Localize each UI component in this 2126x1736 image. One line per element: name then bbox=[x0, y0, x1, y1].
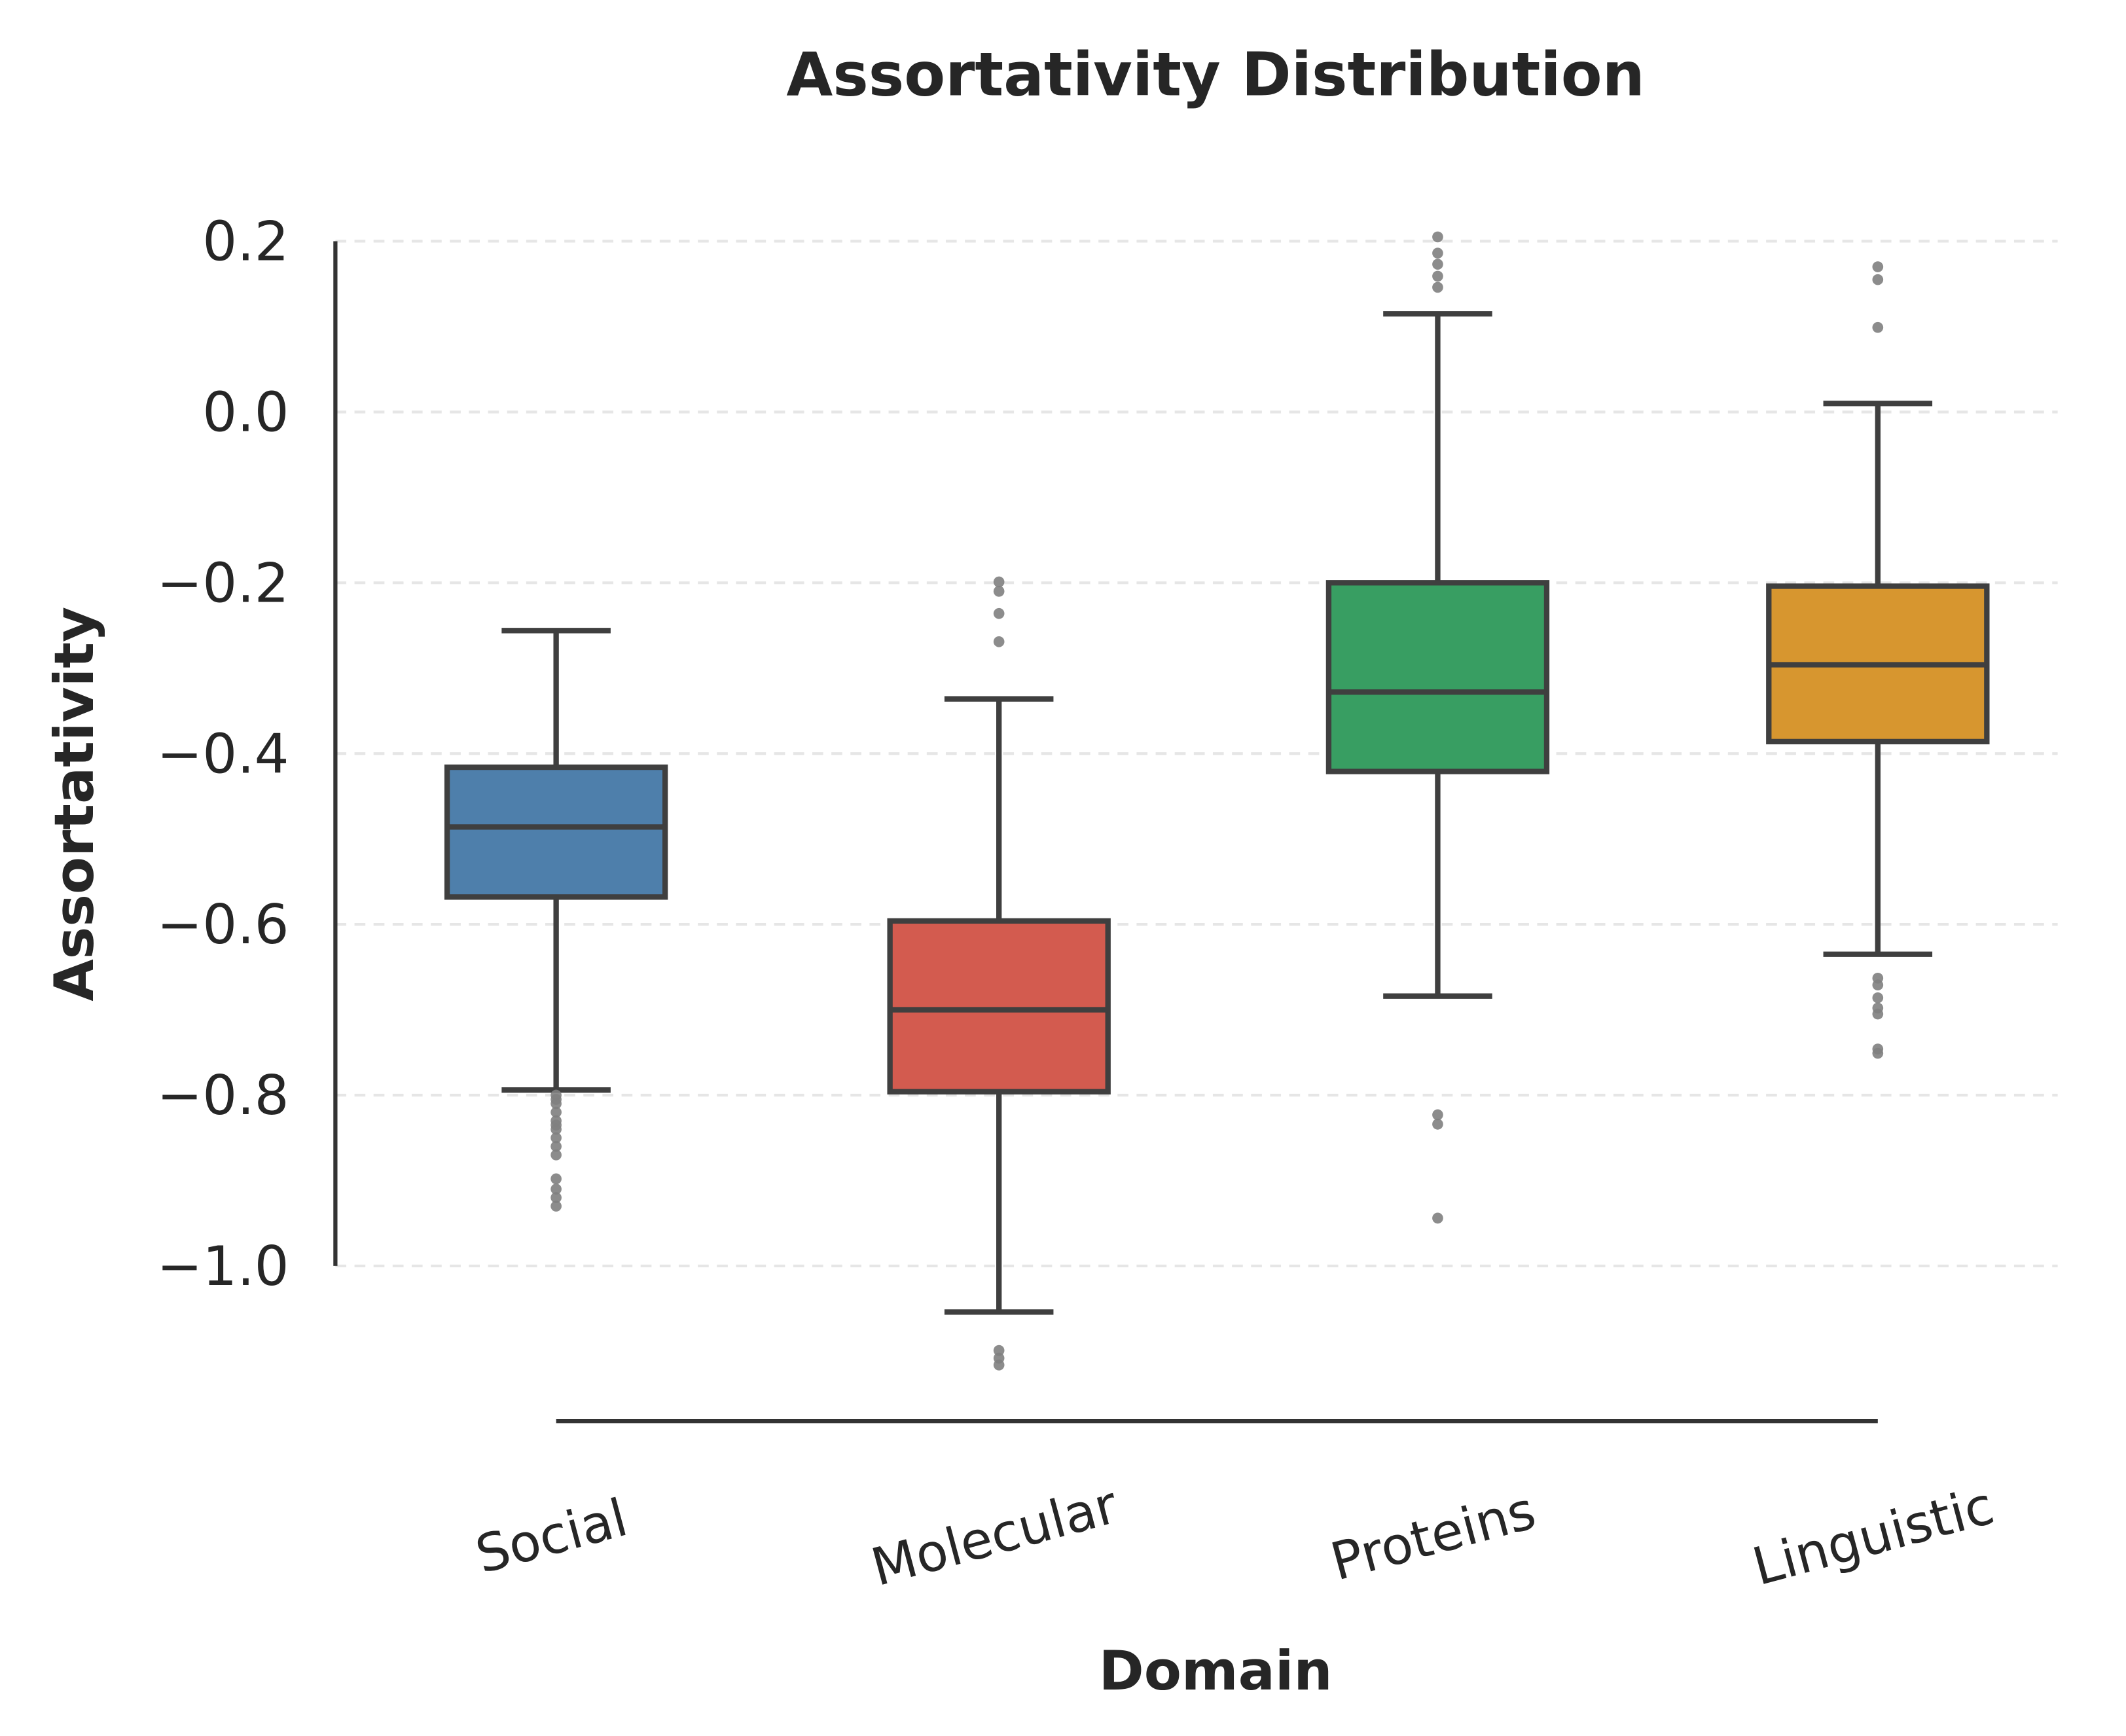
box-iqr bbox=[444, 764, 668, 900]
y-tick-label: −0.6 bbox=[156, 893, 289, 956]
outlier-point bbox=[1872, 1008, 1884, 1020]
outlier-point bbox=[993, 636, 1005, 647]
box-linguistic bbox=[1766, 261, 1990, 1059]
outlier-point bbox=[993, 607, 1005, 619]
outlier-point bbox=[1872, 274, 1884, 285]
box-iqr bbox=[887, 918, 1111, 1094]
x-tick-label: Molecular bbox=[865, 1475, 1124, 1598]
y-tick-label: −1.0 bbox=[156, 1235, 289, 1298]
outlier-point bbox=[1432, 247, 1443, 259]
outlier-point bbox=[993, 1345, 1005, 1356]
outlier-point bbox=[1432, 259, 1443, 270]
x-tick-label: Linguistic bbox=[1746, 1475, 2000, 1597]
outlier-point bbox=[1872, 261, 1884, 272]
outlier-point bbox=[1432, 281, 1443, 293]
outlier-point bbox=[993, 1359, 1005, 1371]
chart-title: Assortativity Distribution bbox=[786, 40, 1644, 110]
outlier-point bbox=[550, 1201, 562, 1212]
outlier-point bbox=[1432, 1212, 1443, 1224]
y-tick-label: −0.8 bbox=[156, 1064, 289, 1127]
box-molecular bbox=[887, 576, 1111, 1371]
outlier-point bbox=[993, 576, 1005, 588]
outlier-point bbox=[550, 1173, 562, 1185]
outlier-point bbox=[550, 1106, 562, 1118]
outlier-point bbox=[1872, 992, 1884, 1004]
outlier-point bbox=[550, 1123, 562, 1135]
y-axis-label: Assortativity bbox=[43, 607, 106, 1002]
box-iqr bbox=[1325, 580, 1550, 774]
y-tick-label: −0.2 bbox=[156, 551, 289, 615]
outlier-point bbox=[550, 1098, 562, 1110]
outlier-point bbox=[1432, 1109, 1443, 1121]
box-social bbox=[444, 628, 668, 1212]
outlier-point bbox=[1432, 270, 1443, 282]
x-axis-label: Domain bbox=[1099, 1639, 1333, 1703]
outlier-point bbox=[550, 1140, 562, 1152]
outlier-point bbox=[550, 1192, 562, 1203]
outlier-point bbox=[1432, 231, 1443, 243]
outlier-point bbox=[1872, 321, 1884, 333]
outlier-point bbox=[1872, 979, 1884, 991]
y-tick-label: 0.0 bbox=[202, 381, 289, 444]
box-proteins bbox=[1325, 231, 1550, 1224]
outlier-point bbox=[550, 1132, 562, 1144]
y-tick-label: −0.4 bbox=[156, 722, 289, 786]
y-tick-label: 0.2 bbox=[202, 210, 289, 274]
x-tick-label: Proteins bbox=[1325, 1480, 1541, 1592]
outlier-point bbox=[993, 585, 1005, 597]
outlier-point bbox=[1432, 1119, 1443, 1130]
x-tick-label: Social bbox=[469, 1487, 633, 1585]
outlier-point bbox=[550, 1149, 562, 1161]
outlier-point bbox=[550, 1184, 562, 1195]
outlier-point bbox=[1872, 1047, 1884, 1059]
